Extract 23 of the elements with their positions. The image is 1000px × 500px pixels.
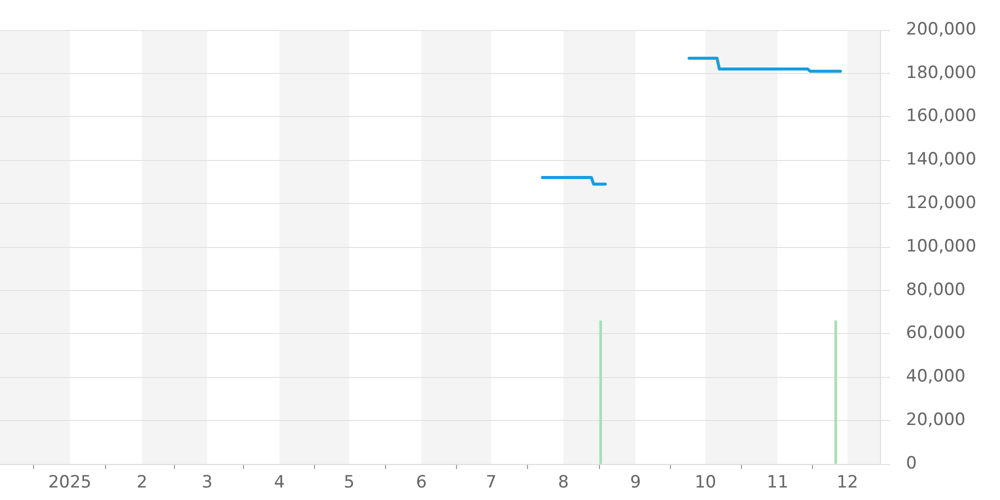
y-tick-label: 100,000	[906, 236, 976, 256]
x-tick-label: 2	[136, 472, 148, 493]
y-tick-label: 160,000	[906, 106, 976, 126]
y-tick-label: 140,000	[906, 150, 976, 170]
x-tick-label: 11	[766, 472, 788, 493]
y-tick-label: 120,000	[906, 193, 976, 214]
x-tick-label: 7	[486, 472, 497, 493]
x-tick-label: 3	[202, 472, 213, 493]
y-tick-label: 200,000	[906, 19, 976, 40]
y-tick-label: 40,000	[906, 366, 966, 387]
x-tick-label: 10	[694, 472, 716, 493]
x-tick-label: 8	[558, 472, 569, 493]
x-tick-label: 12	[836, 472, 858, 493]
x-tick-label: 2025	[48, 472, 92, 493]
y-tick-label: 80,000	[906, 280, 966, 300]
x-tick-label: 5	[344, 472, 355, 493]
y-tick-label: 180,000	[906, 62, 976, 83]
y-tick-label: 0	[906, 453, 917, 474]
x-tick-label: 6	[416, 472, 427, 493]
x-tick-label: 9	[630, 472, 641, 493]
y-tick-label: 60,000	[906, 323, 966, 344]
y-tick-label: 20,000	[906, 410, 966, 430]
x-tick-label: 4	[274, 472, 285, 493]
